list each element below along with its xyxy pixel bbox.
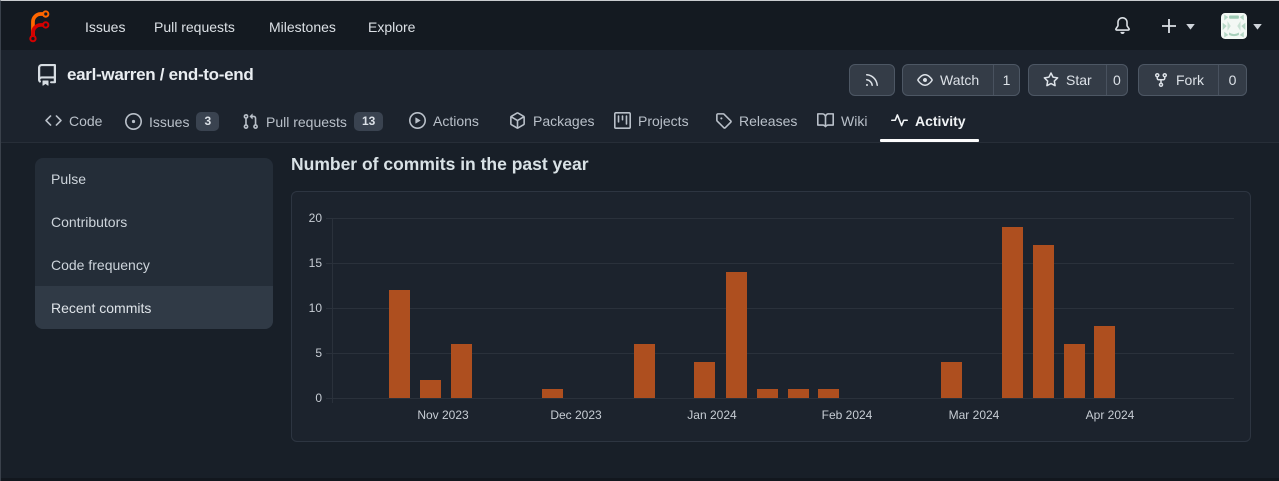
- svg-text:15: 15: [309, 256, 323, 270]
- svg-text:Mar 2024: Mar 2024: [949, 408, 1000, 422]
- svg-text:Jan 2024: Jan 2024: [687, 408, 737, 422]
- svg-text:Apr 2024: Apr 2024: [1086, 408, 1135, 422]
- svg-text:20: 20: [309, 211, 323, 225]
- svg-text:0: 0: [315, 391, 322, 405]
- svg-text:Dec 2023: Dec 2023: [550, 408, 602, 422]
- svg-text:10: 10: [309, 301, 323, 315]
- svg-text:5: 5: [315, 346, 322, 360]
- svg-text:Nov 2023: Nov 2023: [417, 408, 469, 422]
- svg-text:Feb 2024: Feb 2024: [822, 408, 873, 422]
